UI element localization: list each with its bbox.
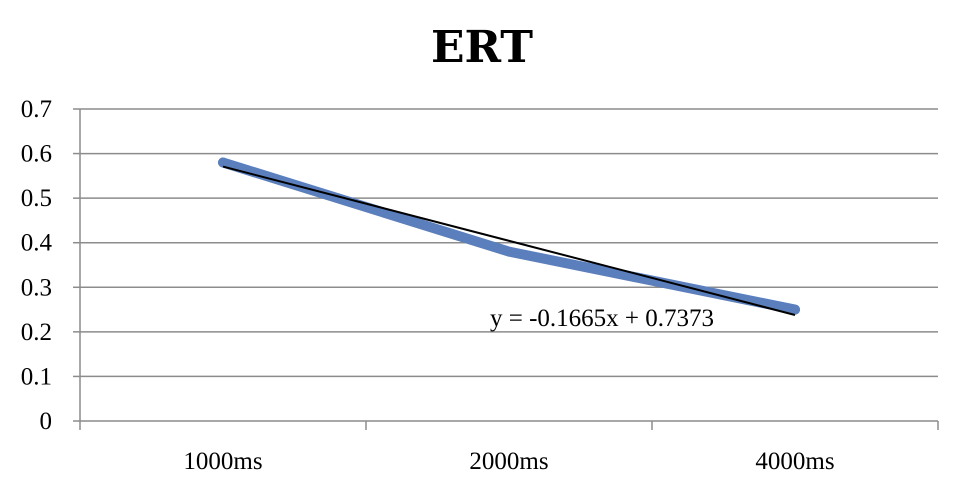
y-tick-label-2: 0.2 <box>21 319 52 346</box>
y-tick-label-4: 0.4 <box>21 230 53 257</box>
y-tick-label-1: 0.1 <box>21 363 52 390</box>
data-point-0-2 <box>790 304 800 315</box>
trendline-equation: y = -0.1665x + 0.7373 <box>490 305 714 332</box>
data-point-0-0 <box>218 157 228 168</box>
x-tick-label-0: 1000ms <box>183 448 262 475</box>
y-tick-labels: 0 0.1 0.2 0.3 0.4 0.5 0.6 0.7 <box>21 96 53 435</box>
axes <box>73 108 939 430</box>
y-tick-label-3: 0.3 <box>21 274 52 301</box>
trendline-layer <box>222 165 796 316</box>
chart-title: ERT <box>431 22 533 73</box>
data-point-0-1 <box>504 246 514 257</box>
gridlines <box>80 108 938 378</box>
trendline <box>222 165 796 316</box>
y-tick-label-0: 0 <box>40 408 53 435</box>
x-tick-label-1: 2000ms <box>469 448 548 475</box>
y-tick-label-5: 0.5 <box>21 185 52 212</box>
y-tick-label-6: 0.6 <box>21 141 52 168</box>
x-tick-labels: 1000ms 2000ms 4000ms <box>183 448 834 475</box>
x-tick-label-2: 4000ms <box>755 448 834 475</box>
y-tick-label-7: 0.7 <box>21 96 52 123</box>
series-layer <box>218 157 800 315</box>
